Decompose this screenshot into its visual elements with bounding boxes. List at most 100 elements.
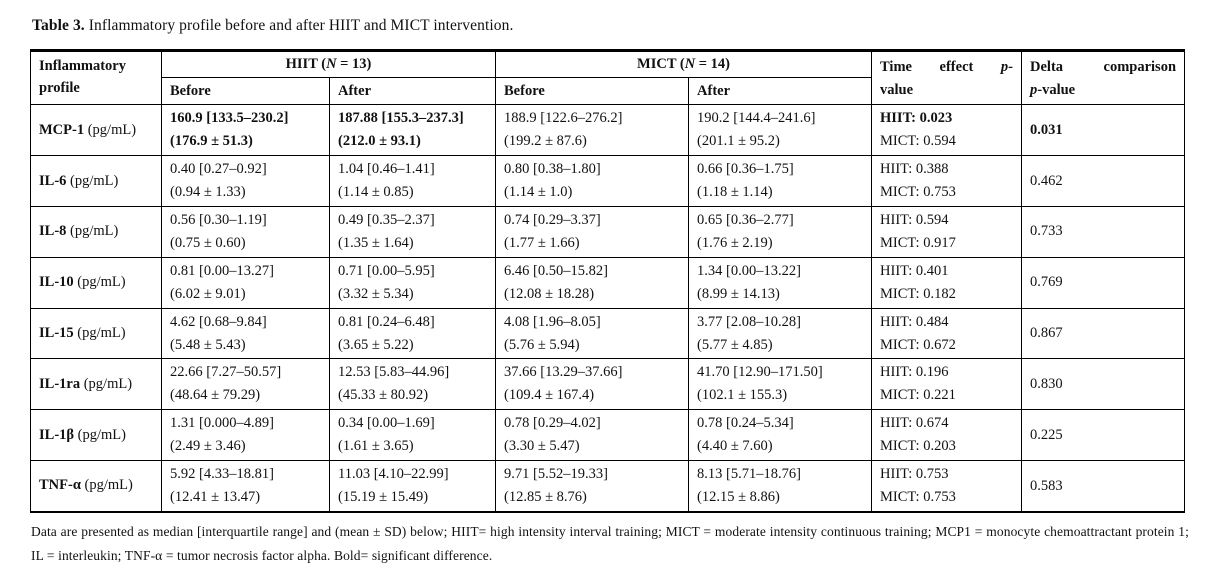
row-label: IL-15 (pg/mL) — [30, 307, 162, 360]
analyte-unit: (pg/mL) — [77, 274, 126, 291]
median-iqr: 0.66 [0.36–1.75] — [697, 161, 794, 178]
cell-delta: 0.830 — [1021, 358, 1186, 411]
p-value-suffix: -value — [1037, 82, 1076, 99]
cell-mict-before: 188.9 [122.6–276.2] (199.2 ± 87.6) — [495, 104, 690, 157]
cell-mict-before: 37.66 [13.29–37.66] (109.4 ± 167.4) — [495, 358, 690, 411]
median-iqr: 160.9 [133.5–230.2] — [170, 110, 289, 127]
cell-delta: 0.583 — [1021, 460, 1186, 513]
delta-p: 0.462 — [1030, 172, 1063, 189]
cell-time-effect: HIIT: 0.388 MICT: 0.753 — [871, 155, 1023, 207]
cell-mict-before: 0.78 [0.29–4.02] (3.30 ± 5.47) — [495, 409, 690, 462]
analyte-unit: (pg/mL) — [70, 172, 119, 189]
row-label: IL-8 (pg/mL) — [30, 206, 162, 258]
median-iqr: 0.71 [0.00–5.95] — [338, 262, 435, 279]
cell-time-effect: HIIT: 0.484 MICT: 0.672 — [871, 307, 1023, 360]
time-mict-p: MICT: 0.221 — [880, 387, 956, 404]
cell-delta: 0.867 — [1021, 307, 1186, 360]
cell-time-effect: HIIT: 0.674 MICT: 0.203 — [871, 409, 1023, 462]
delta-p: 0.867 — [1030, 325, 1063, 342]
mean-sd: (199.2 ± 87.6) — [504, 133, 587, 150]
cell-time-effect: HIIT: 0.023 MICT: 0.594 — [871, 104, 1023, 157]
cell-hiit-before: 0.40 [0.27–0.92] (0.94 ± 1.33) — [161, 155, 330, 207]
median-iqr: 0.74 [0.29–3.37] — [504, 212, 601, 228]
table-title-text: Inflammatory profile before and after HI… — [84, 17, 514, 34]
analyte-name: TNF-α — [39, 477, 81, 494]
table-row-mcp1: MCP-1 (pg/mL) 160.9 [133.5–230.2] (176.9 … — [30, 104, 1186, 157]
median-iqr: 9.71 [5.52–19.33] — [504, 466, 608, 483]
row-label: TNF-α (pg/mL) — [30, 460, 162, 513]
cell-time-effect: HIIT: 0.196 MICT: 0.221 — [871, 358, 1023, 411]
p-symbol: p — [1000, 59, 1009, 75]
time-mict-p: MICT: 0.203 — [880, 438, 956, 455]
analyte-name: MCP-1 — [39, 121, 85, 138]
cell-delta: 0.769 — [1021, 256, 1186, 309]
cell-time-effect: HIIT: 0.753 MICT: 0.753 — [871, 460, 1023, 513]
p-symbol: p — [1030, 82, 1038, 99]
delta-p: 0.769 — [1030, 274, 1063, 291]
cell-mict-after: 1.34 [0.00–13.22] (8.99 ± 14.13) — [688, 256, 873, 309]
median-iqr: 187.88 [155.3–237.3] — [338, 110, 464, 127]
median-iqr: 0.65 [0.36–2.77] — [697, 212, 794, 228]
mean-sd: (1.14 ± 1.0) — [504, 184, 573, 201]
cell-delta: 0.031 — [1021, 104, 1186, 157]
table-title-label: Table 3. — [32, 17, 85, 34]
table-row-il1b: IL-1β (pg/mL) 1.31 [0.000–4.89] (2.49 ± 3… — [30, 409, 1186, 462]
cell-hiit-before: 4.62 [0.68–9.84] (5.48 ± 5.43) — [161, 307, 330, 360]
mean-sd: (1.76 ± 2.19) — [697, 234, 773, 251]
header-group-row: Inflammatory profile HIIT (N = 13) MICT … — [30, 49, 1186, 106]
mean-sd: (1.35 ± 1.64) — [338, 234, 414, 251]
delta-p: 0.031 — [1030, 121, 1063, 138]
comparison-word: comparison — [1103, 59, 1177, 75]
effect-word: effect — [939, 59, 974, 75]
median-iqr: 3.77 [2.08–10.28] — [697, 313, 801, 330]
median-iqr: 0.78 [0.29–4.02] — [504, 415, 601, 432]
time-hiit-p: HIIT: 0.484 — [880, 313, 949, 330]
analyte-unit: (pg/mL) — [77, 426, 126, 443]
mean-sd: (1.77 ± 1.66) — [504, 234, 580, 251]
corner-header: Inflammatory profile — [30, 49, 162, 106]
analyte-name: IL-1β — [39, 426, 75, 443]
mean-sd: (1.18 ± 1.14) — [697, 184, 773, 201]
cell-hiit-after: 0.81 [0.24–6.48] (3.65 ± 5.22) — [328, 307, 497, 360]
cell-hiit-after: 12.53 [5.83–44.96] (45.33 ± 80.92) — [328, 358, 497, 411]
median-iqr: 0.78 [0.24–5.34] — [697, 415, 794, 432]
mean-sd: (45.33 ± 80.92) — [338, 387, 429, 404]
median-iqr: 4.08 [1.96–8.05] — [504, 313, 601, 330]
median-iqr: 12.53 [5.83–44.96] — [338, 364, 450, 381]
cell-hiit-before: 5.92 [4.33–18.81] (12.41 ± 13.47) — [161, 460, 330, 513]
row-label: IL-1ra (pg/mL) — [30, 358, 162, 411]
cell-hiit-after: 11.03 [4.10–22.99] (15.19 ± 15.49) — [328, 460, 497, 513]
mean-sd: (3.65 ± 5.22) — [338, 336, 414, 353]
mean-sd: (3.30 ± 5.47) — [504, 438, 580, 455]
hiit-group-n: N — [326, 56, 337, 73]
median-iqr: 41.70 [12.90–171.50] — [697, 364, 823, 381]
mean-sd: (15.19 ± 15.49) — [338, 488, 429, 505]
analyte-unit: (pg/mL) — [87, 121, 137, 138]
cell-hiit-after: 187.88 [155.3–237.3] (212.0 ± 93.1) — [328, 104, 497, 157]
mean-sd: (109.4 ± 167.4) — [504, 387, 595, 404]
mean-sd: (4.40 ± 7.60) — [697, 438, 773, 455]
median-iqr: 4.62 [0.68–9.84] — [170, 313, 267, 330]
median-iqr: 0.81 [0.24–6.48] — [338, 313, 435, 330]
median-iqr: 0.40 [0.27–0.92] — [170, 161, 267, 178]
median-iqr: 1.31 [0.000–4.89] — [170, 415, 274, 432]
table-row-il10: IL-10 (pg/mL) 0.81 [0.00–13.27] (6.02 ± 9… — [30, 256, 1186, 309]
mean-sd: (176.9 ± 51.3) — [170, 133, 253, 150]
cell-hiit-before: 0.81 [0.00–13.27] (6.02 ± 9.01) — [161, 256, 330, 309]
mean-sd: (1.61 ± 3.65) — [338, 438, 414, 455]
median-iqr: 37.66 [13.29–37.66] — [504, 364, 623, 381]
cell-hiit-before: 1.31 [0.000–4.89] (2.49 ± 3.46) — [161, 409, 330, 462]
mean-sd: (5.76 ± 5.94) — [504, 336, 580, 353]
time-mict-p: MICT: 0.753 — [880, 488, 956, 505]
time-mict-p: MICT: 0.594 — [880, 133, 956, 150]
time-mict-p: MICT: 0.917 — [880, 234, 956, 251]
delta-header-line2: p-value — [1030, 79, 1176, 102]
time-effect-header: Time effect p- value — [871, 49, 1023, 106]
analyte-unit: (pg/mL) — [83, 375, 133, 392]
cell-mict-before: 9.71 [5.52–19.33] (12.85 ± 8.76) — [495, 460, 690, 513]
table-title: Table 3. Inflammatory profile before and… — [32, 17, 1194, 35]
cell-mict-after: 41.70 [12.90–171.50] (102.1 ± 155.3) — [688, 358, 873, 411]
cell-mict-after: 3.77 [2.08–10.28] (5.77 ± 4.85) — [688, 307, 873, 360]
hiit-group-prefix: HIIT ( — [285, 56, 327, 73]
table-row-tnfa: TNF-α (pg/mL) 5.92 [4.33–18.81] (12.41 ± … — [30, 460, 1186, 513]
